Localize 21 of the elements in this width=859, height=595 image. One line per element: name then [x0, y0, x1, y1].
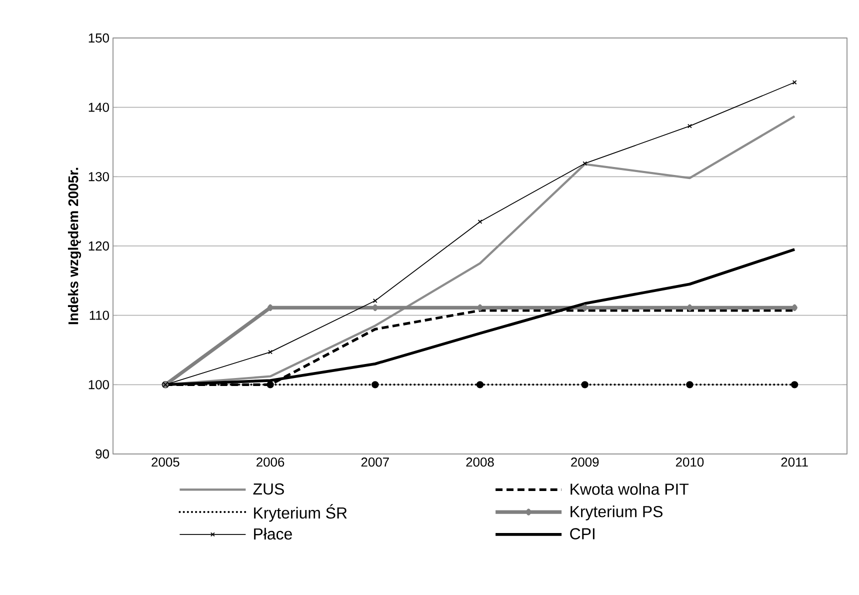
legend-label: Kwota wolna PIT	[570, 483, 689, 495]
y-tick-label: 130	[88, 172, 109, 182]
legend-label: CPI	[570, 528, 594, 540]
legend-label: Kryterium PS	[570, 506, 662, 520]
y-tick-label: 150	[88, 33, 109, 43]
x-tick-label: 2008	[466, 458, 494, 467]
legend-label: Płace	[254, 528, 292, 540]
x-tick-label: 2006	[256, 458, 284, 467]
x-tick-label: 2009	[571, 458, 599, 467]
y-tick-label: 140	[88, 102, 109, 112]
x-tick-label: 2010	[676, 458, 704, 467]
x-tick-label: 2005	[152, 458, 180, 467]
y-tick-label: 120	[88, 241, 109, 251]
x-tick-label: 2007	[361, 458, 389, 467]
y-axis-title: Indeks względem 2005r.	[68, 168, 82, 324]
y-tick-label: 110	[90, 310, 109, 320]
legend-label: Kryterium ŚR	[254, 504, 347, 522]
y-tick-label: 100	[88, 380, 109, 390]
x-tick-label: 2011	[781, 458, 808, 467]
legend-label: ZUS	[253, 483, 284, 495]
y-tick-label: 90	[96, 449, 109, 459]
